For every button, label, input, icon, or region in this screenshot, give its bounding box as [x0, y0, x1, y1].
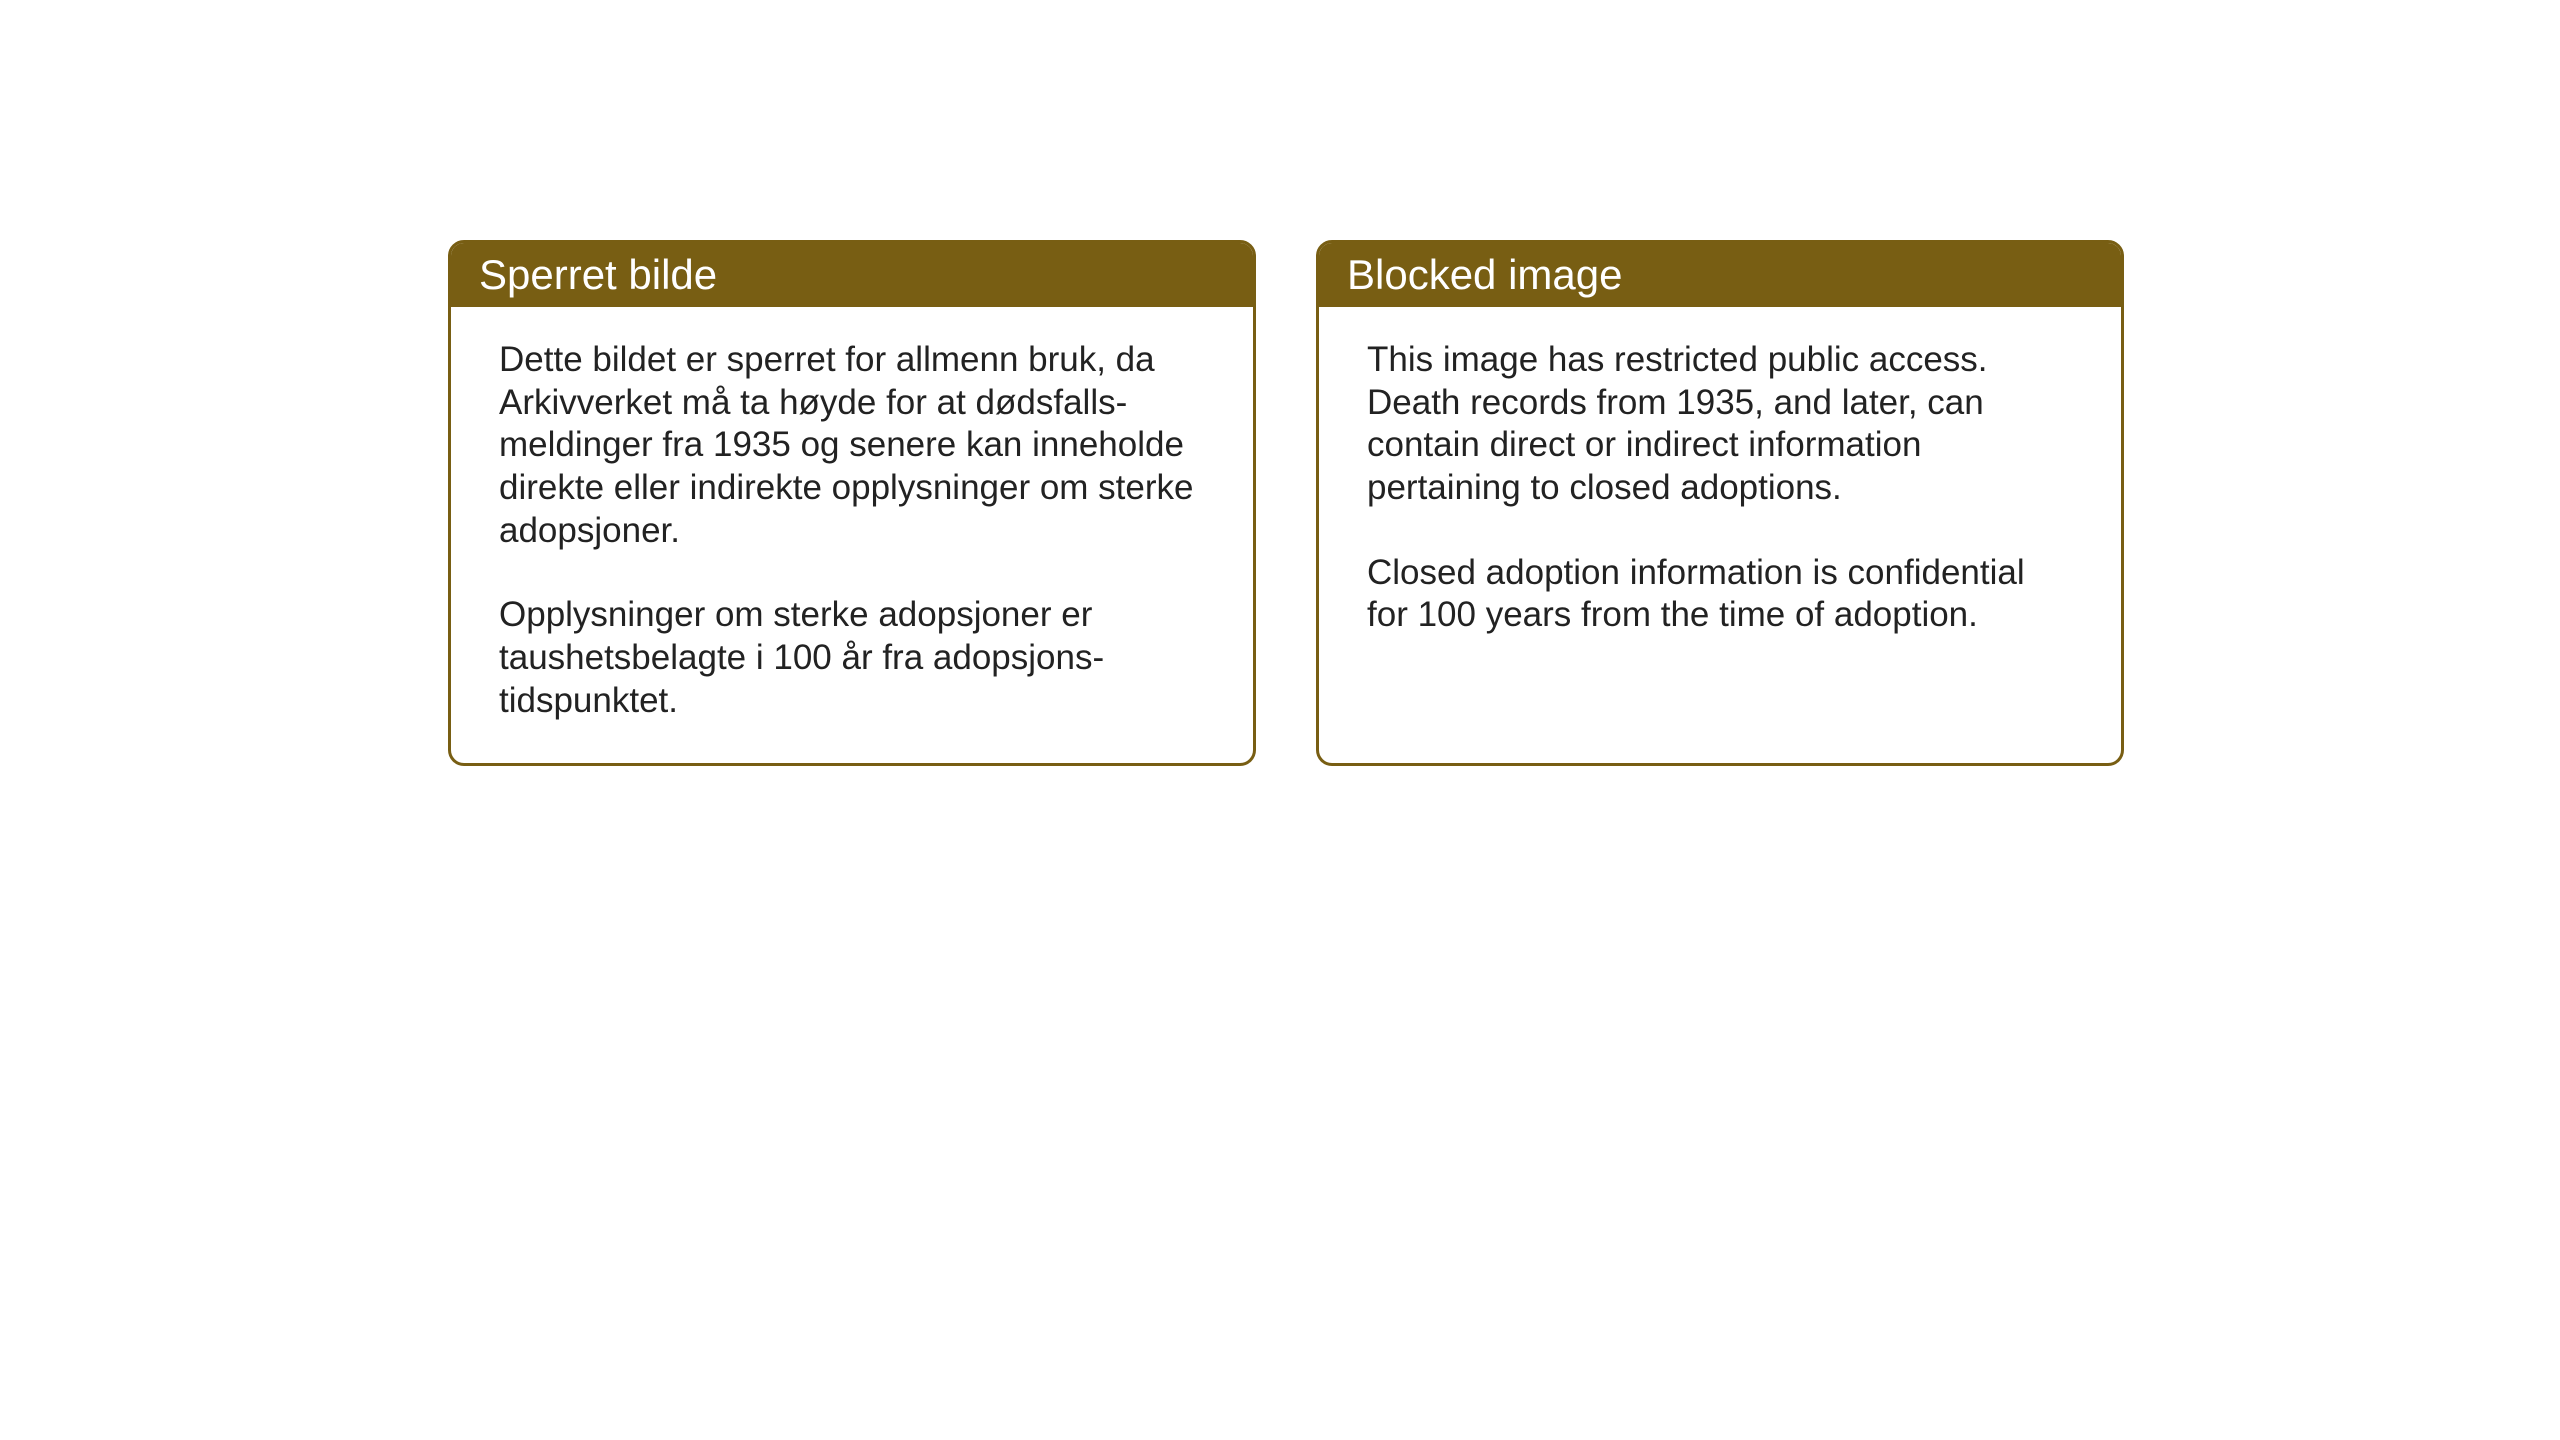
card-paragraph-1-norwegian: Dette bildet er sperret for allmenn bruk…	[499, 339, 1205, 552]
card-norwegian: Sperret bilde Dette bildet er sperret fo…	[448, 240, 1256, 766]
card-english: Blocked image This image has restricted …	[1316, 240, 2124, 766]
card-body-norwegian: Dette bildet er sperret for allmenn bruk…	[451, 307, 1253, 763]
card-title-english: Blocked image	[1347, 251, 1622, 298]
card-header-english: Blocked image	[1319, 243, 2121, 307]
card-body-english: This image has restricted public access.…	[1319, 307, 2121, 677]
card-paragraph-2-english: Closed adoption information is confident…	[1367, 552, 2073, 637]
card-header-norwegian: Sperret bilde	[451, 243, 1253, 307]
cards-container: Sperret bilde Dette bildet er sperret fo…	[448, 240, 2124, 766]
card-paragraph-2-norwegian: Opplysninger om sterke adopsjoner er tau…	[499, 594, 1205, 722]
card-paragraph-1-english: This image has restricted public access.…	[1367, 339, 2073, 510]
card-title-norwegian: Sperret bilde	[479, 251, 717, 298]
